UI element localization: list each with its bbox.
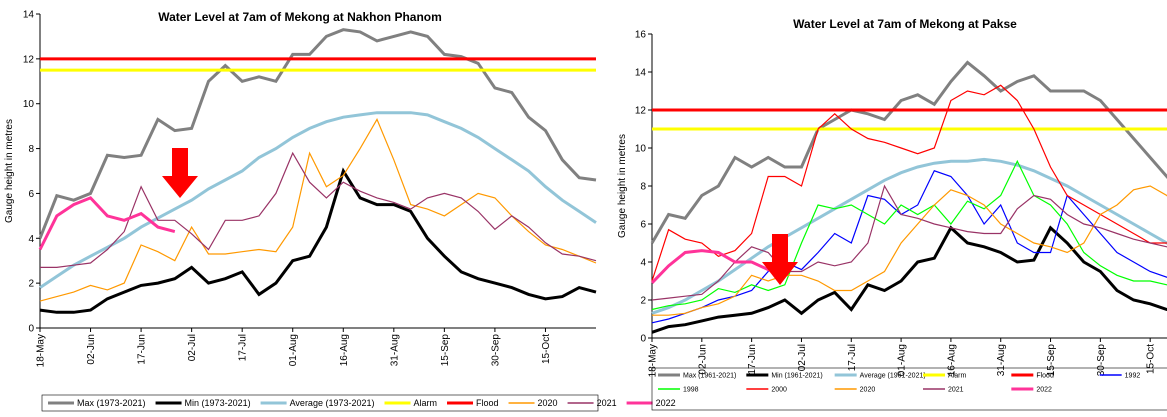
y-tick-label: 4 <box>640 258 646 269</box>
legend-label: Flood <box>476 398 499 408</box>
chart-title: Water Level at 7am of Mekong at Nakhon P… <box>158 10 442 24</box>
legend-label: 2000 <box>771 386 787 393</box>
legend-box <box>41 394 599 412</box>
x-tick-label: 31-Aug <box>389 334 400 366</box>
x-tick-label: 02-Jul <box>187 334 198 361</box>
series-line <box>651 170 1167 324</box>
series-line <box>38 196 176 251</box>
y-tick-label: 6 <box>28 189 34 200</box>
y-tick-label: 10 <box>23 99 35 110</box>
y-tick-label: 6 <box>640 220 646 231</box>
x-tick-label: 30-Sep <box>490 334 501 367</box>
series-line <box>651 225 1167 334</box>
x-tick-label: 15-Oct <box>1146 344 1157 374</box>
legend-label: Min (1961-2021) <box>771 372 822 379</box>
y-tick-label: 0 <box>28 324 34 335</box>
y-tick-label: 4 <box>28 234 34 245</box>
x-tick-label: 02-Jul <box>797 344 808 371</box>
legend-label: 2021 <box>597 398 617 408</box>
legend-label: Max (1961-2021) <box>683 372 736 379</box>
legend-label: 2020 <box>538 398 558 408</box>
series-line <box>651 157 1167 315</box>
y-tick-label: 14 <box>635 68 647 79</box>
series-line <box>651 184 1167 301</box>
y-tick-label: 10 <box>635 144 647 155</box>
x-tick-label: 15-Oct <box>541 334 552 364</box>
series-line <box>650 249 786 284</box>
y-axis-label: Gauge height in metres <box>617 134 628 238</box>
x-tick-label: 17-Jun <box>747 344 758 375</box>
arrow <box>162 148 198 198</box>
chart-pakse: Water Level at 7am of Mekong at Pakse Gau… <box>617 17 1167 411</box>
y-tick-label: 12 <box>23 54 35 65</box>
series-line <box>40 151 597 268</box>
legend-label: 2021 <box>948 386 964 393</box>
x-tick-label: 18-May <box>648 344 659 377</box>
series-line <box>652 185 1167 316</box>
y-tick-label: 16 <box>635 30 647 41</box>
x-tick-label: 17-Jun <box>137 334 148 365</box>
legend-box <box>651 367 1167 411</box>
chart-title: Water Level at 7am of Mekong at Pakse <box>793 17 1017 31</box>
y-tick-label: 2 <box>640 296 646 307</box>
legend-label: 2022 <box>1036 386 1052 393</box>
x-tick-label: 15-Sep <box>1046 344 1057 377</box>
legend-label: Min (1973-2021) <box>185 398 251 408</box>
y-tick-label: 12 <box>635 106 647 117</box>
series-line <box>39 118 597 302</box>
y-tick-label: 0 <box>640 334 646 345</box>
legend-label: 2020 <box>860 386 876 393</box>
y-tick-label: 2 <box>28 279 34 290</box>
series-line <box>39 111 597 289</box>
x-tick-label: 02-Jun <box>697 344 708 375</box>
x-tick-label: 01-Aug <box>288 334 299 366</box>
legend-label: Flood <box>1036 372 1054 379</box>
x-tick-label: 16-Aug <box>946 344 957 376</box>
y-tick-label: 8 <box>28 144 34 155</box>
x-tick-label: 16-Aug <box>339 334 350 366</box>
x-tick-label: 18-May <box>36 334 47 367</box>
series-line <box>39 167 597 314</box>
legend-label: Average (1973-2021) <box>290 398 375 408</box>
y-axis-label: Gauge height in metres <box>4 119 15 223</box>
x-tick-label: 31-Aug <box>996 344 1007 376</box>
x-tick-label: 17-Jul <box>847 344 858 371</box>
x-tick-label: 30-Sep <box>1096 344 1107 377</box>
y-tick-label: 14 <box>23 10 35 21</box>
x-tick-label: 02-Jun <box>86 334 97 365</box>
series-line <box>651 84 1167 282</box>
legend-label: 1998 <box>683 386 699 393</box>
y-tick-label: 8 <box>640 182 646 193</box>
chart-nakhon-phanom: Water Level at 7am of Mekong at Nakhon P… <box>4 10 676 412</box>
legend-label: Max (1973-2021) <box>77 398 146 408</box>
x-tick-label: 17-Jul <box>238 334 249 361</box>
legend-label: 2022 <box>656 398 676 408</box>
series-line <box>651 159 1167 311</box>
legend-label: Alarm <box>948 372 966 379</box>
arrow <box>762 234 798 285</box>
legend-label: Alarm <box>414 398 438 408</box>
x-tick-label: 01-Aug <box>897 344 908 376</box>
legend-label: 1992 <box>1125 372 1141 379</box>
series-line <box>38 28 597 239</box>
legend-label: Average (1961-2021) <box>860 372 926 379</box>
x-tick-label: 15-Sep <box>440 334 451 367</box>
